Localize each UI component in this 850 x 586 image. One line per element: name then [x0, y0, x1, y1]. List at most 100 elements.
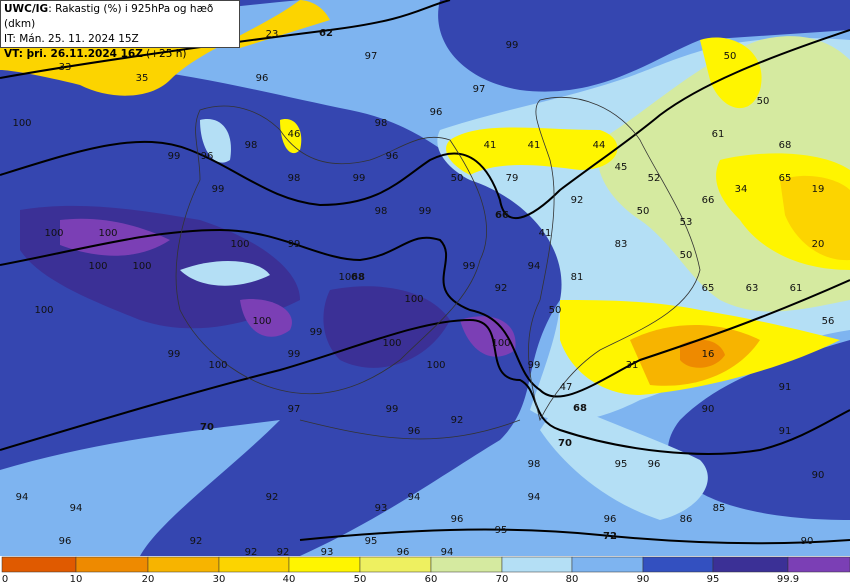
field-70: [540, 400, 708, 520]
grid-value: 99: [419, 206, 432, 217]
colorbar-tick-label: 40: [283, 574, 296, 585]
grid-value: 97: [473, 84, 486, 95]
humidity-fields: [0, 0, 850, 556]
colorbar-bin: [787, 556, 850, 573]
title-line: UWC/IG: Rakastig (%) i 925hPa og hæð (dk…: [4, 2, 236, 32]
contour-label: 70: [200, 422, 214, 433]
colorbar-bin: [501, 556, 573, 573]
grid-value: 90: [702, 404, 715, 415]
contour-line: [0, 29, 850, 220]
grid-value: 99: [168, 151, 181, 162]
border-line: [299, 419, 521, 440]
grid-value: 33: [59, 62, 72, 73]
grid-value: 93: [375, 503, 388, 514]
colorbar-tick-label: 0: [2, 574, 8, 585]
colorbar-bin: [75, 556, 149, 573]
grid-value: 93: [321, 547, 334, 558]
grid-value: 92: [190, 536, 203, 547]
grid-value: 90: [801, 536, 814, 547]
grid-value: 98: [245, 140, 258, 151]
grid-value: 100: [338, 272, 357, 283]
grid-value: 100: [98, 228, 117, 239]
contour-label: 62: [319, 28, 333, 39]
colorbar-bin: [430, 556, 503, 573]
grid-value: 98: [528, 459, 541, 470]
grid-value: 41: [528, 140, 541, 151]
header-box: UWC/IG: Rakastig (%) i 925hPa og hæð (dk…: [0, 0, 240, 60]
grid-value: 50: [451, 173, 464, 184]
grid-value: 50: [680, 250, 693, 261]
grid-value: 90: [812, 470, 825, 481]
value-labels: 23 33 35 97 99 50 96 97 50 100 98 96 46 61 99 96 98 41 41 4…: [12, 28, 835, 558]
grid-value: 56: [822, 316, 835, 327]
colorbar-tick-label: 50: [354, 574, 367, 585]
contour-label: 68: [573, 403, 587, 414]
colorbar-tick-label: 30: [213, 574, 226, 585]
grid-value: 95: [365, 536, 378, 547]
contour-line: [0, 228, 850, 398]
grid-value: 99: [288, 349, 301, 360]
contour-label: 72: [603, 531, 617, 542]
field-40: [280, 119, 302, 154]
grid-value: 79: [506, 173, 519, 184]
grid-value: 34: [735, 184, 748, 195]
colorbar-tick-label: 99.9: [777, 574, 799, 585]
grid-value: 100: [426, 360, 445, 371]
colorbar-bin: [218, 556, 290, 573]
grid-value: 96: [256, 73, 269, 84]
field-40: [700, 37, 762, 109]
field-30: [780, 175, 850, 261]
grid-value: 86: [680, 514, 693, 525]
grid-value: 99: [506, 40, 519, 51]
grid-value: 99: [212, 184, 225, 195]
grid-value: 100: [208, 360, 227, 371]
grid-value: 99: [386, 404, 399, 415]
field-99: [240, 299, 292, 337]
issued-time: IT: Mán. 25. 11. 2024 15Z: [4, 33, 139, 45]
grid-value: 95: [495, 525, 508, 536]
grid-value: 35: [136, 73, 149, 84]
grid-value: 45: [615, 162, 628, 173]
grid-value: 96: [604, 514, 617, 525]
grid-value: 91: [779, 426, 792, 437]
colorbar-tick-label: 80: [566, 574, 579, 585]
grid-value: 96: [408, 426, 421, 437]
grid-value: 100: [88, 261, 107, 272]
title-model: UWC/IG: [4, 3, 49, 15]
height-contours: [0, 0, 850, 545]
grid-value: 97: [365, 51, 378, 62]
grid-value: 50: [549, 305, 562, 316]
grid-value: 23: [266, 29, 279, 40]
contour-label: 70: [558, 438, 572, 449]
grid-value: 31: [626, 360, 639, 371]
grid-value: 92: [571, 195, 584, 206]
grid-value: 96: [397, 547, 410, 558]
field-80: [0, 420, 280, 556]
grid-value: 50: [637, 206, 650, 217]
grid-value: 98: [375, 118, 388, 129]
grid-value: 50: [724, 51, 737, 62]
grid-value: 92: [277, 547, 290, 558]
field-40: [446, 127, 618, 175]
grid-value: 99: [288, 239, 301, 250]
colorbar-bin: [147, 556, 220, 573]
grid-value: 96: [451, 514, 464, 525]
field-70: [180, 260, 270, 286]
coastline: [528, 97, 701, 422]
grid-value: 99: [310, 327, 323, 338]
grid-value: 63: [746, 283, 759, 294]
grid-value: 100: [12, 118, 31, 129]
colorbar-bin: [359, 556, 432, 573]
grid-value: 91: [779, 382, 792, 393]
grid-value: 94: [408, 492, 421, 503]
field-10: [680, 339, 725, 368]
grid-value: 85: [713, 503, 726, 514]
field-70: [200, 119, 231, 163]
colorbar-bin: [642, 556, 714, 573]
grid-value: 99: [528, 360, 541, 371]
grid-value: 99: [353, 173, 366, 184]
colorbar-tick-label: 90: [637, 574, 650, 585]
grid-value: 83: [615, 239, 628, 250]
